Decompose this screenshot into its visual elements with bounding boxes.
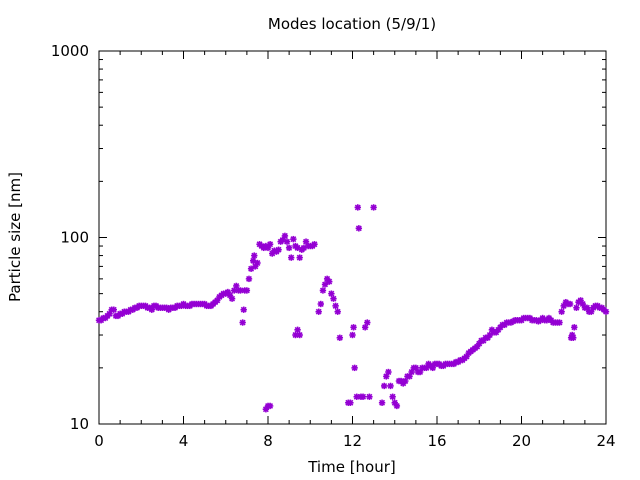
data-point — [350, 324, 357, 331]
data-point — [285, 244, 293, 252]
data-point — [332, 302, 339, 310]
data-point — [228, 295, 236, 302]
x-tick-label: 24 — [596, 432, 615, 450]
x-axis-label: Time [hour] — [307, 458, 396, 476]
data-point — [288, 254, 295, 261]
y-tick-label: 100 — [60, 229, 89, 247]
x-tick-label: 0 — [94, 432, 104, 450]
data-point — [556, 319, 563, 326]
data-point — [378, 399, 386, 406]
x-tick-label: 4 — [179, 432, 189, 450]
data-point — [283, 238, 291, 245]
data-point — [328, 290, 335, 297]
data-point — [359, 393, 367, 400]
data-point — [315, 308, 322, 315]
data-point — [240, 306, 247, 313]
data-point — [334, 308, 341, 315]
data-point — [254, 259, 261, 267]
data-point — [347, 399, 354, 406]
data-point — [370, 204, 377, 211]
data-point — [570, 334, 577, 341]
data-point — [330, 295, 337, 302]
data-point — [311, 241, 318, 248]
data-point — [566, 300, 574, 308]
data-point — [354, 204, 361, 211]
data-point — [243, 287, 251, 294]
axis-ticks: 0 4 8 12 16 20 24 10 100 1000 — [51, 42, 616, 450]
data-point — [266, 241, 274, 248]
data-point — [393, 402, 401, 410]
data-point — [349, 331, 356, 339]
data-point — [317, 300, 325, 308]
data-point — [355, 225, 363, 232]
data-point — [245, 275, 253, 283]
data-point — [110, 306, 117, 313]
data-point — [380, 382, 388, 390]
data-point — [296, 331, 303, 339]
data-point — [281, 232, 289, 240]
y-tick-label: 1000 — [51, 42, 89, 60]
data-point — [319, 287, 327, 294]
data-point — [251, 252, 258, 259]
data-point — [290, 235, 297, 243]
y-axis-label: Particle size [nm] — [6, 172, 24, 302]
data-point — [602, 308, 610, 315]
data-point — [321, 281, 329, 288]
data-point — [275, 246, 282, 253]
data-point — [266, 402, 274, 410]
data-point — [326, 278, 333, 285]
chart-title: Modes location (5/9/1) — [268, 15, 436, 33]
data-point — [573, 304, 580, 311]
x-tick-label: 16 — [427, 432, 446, 450]
data-points — [95, 204, 610, 413]
x-tick-label: 12 — [343, 432, 362, 450]
data-point — [571, 324, 578, 331]
data-point — [351, 364, 358, 372]
x-tick-label: 20 — [512, 432, 531, 450]
data-point — [389, 393, 396, 400]
data-point — [364, 319, 371, 326]
data-point — [336, 334, 344, 341]
data-point — [558, 308, 565, 315]
data-point — [387, 382, 394, 390]
data-point — [296, 254, 303, 261]
data-point — [385, 368, 392, 376]
y-tick-label: 10 — [70, 415, 89, 433]
x-tick-label: 8 — [263, 432, 273, 450]
data-point — [294, 326, 301, 333]
data-point — [366, 393, 373, 400]
data-point — [239, 319, 246, 326]
